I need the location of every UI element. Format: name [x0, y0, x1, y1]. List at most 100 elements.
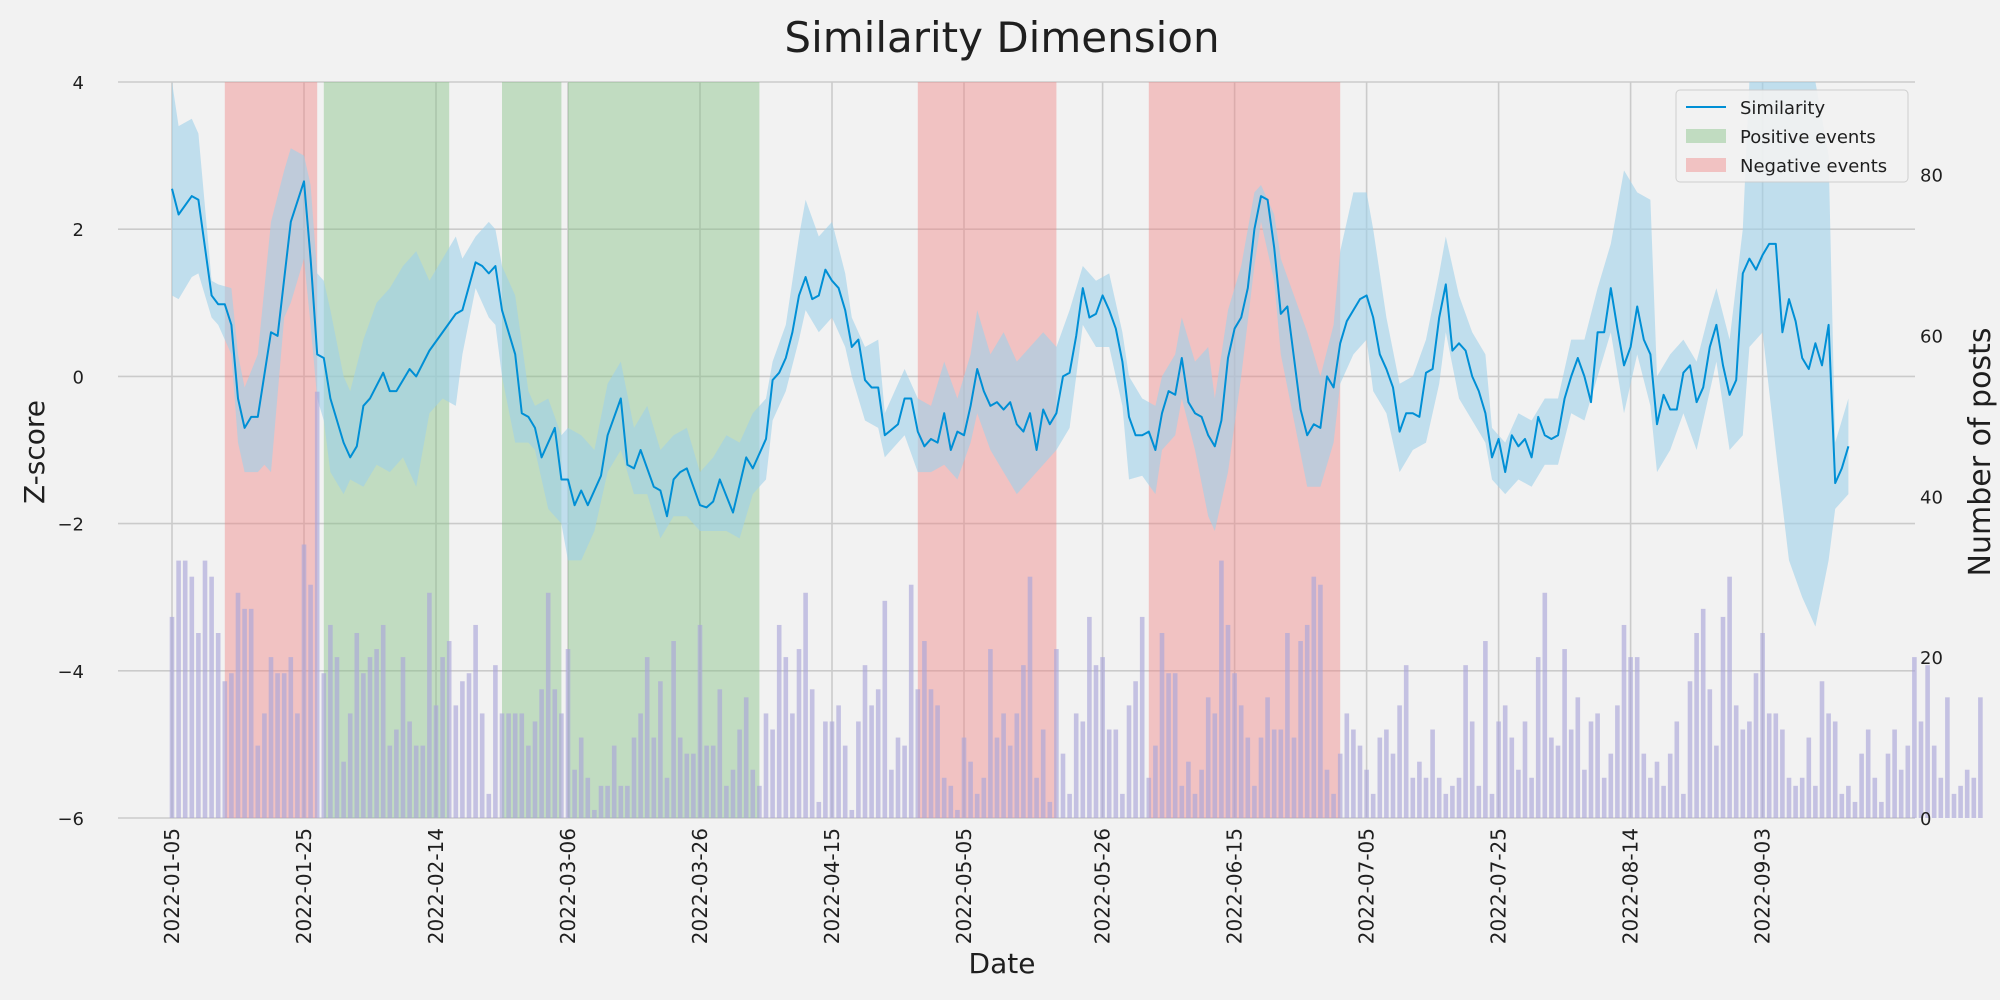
posts-bar	[955, 809, 960, 818]
posts-bar	[1186, 761, 1191, 818]
posts-bar	[413, 745, 419, 818]
posts-bar	[697, 624, 703, 818]
posts-bar	[1885, 753, 1891, 818]
posts-bar	[526, 745, 531, 818]
posts-bar	[1252, 785, 1257, 818]
posts-bar	[229, 673, 234, 818]
posts-bar	[691, 753, 696, 818]
posts-bar	[1265, 697, 1270, 818]
posts-bar	[1285, 632, 1290, 818]
x-tick-label: 2022-03-06	[556, 828, 580, 944]
posts-bar	[1027, 576, 1033, 818]
posts-bar	[1100, 657, 1105, 818]
posts-bar	[519, 713, 525, 818]
posts-bar	[717, 689, 723, 818]
posts-bar	[1780, 729, 1785, 818]
posts-bar	[1687, 681, 1693, 818]
x-tick-label: 2022-02-14	[424, 828, 448, 944]
posts-bar	[1417, 761, 1422, 818]
posts-bar	[1146, 777, 1152, 818]
posts-bar	[1846, 785, 1851, 818]
posts-bar	[578, 737, 584, 818]
posts-bar	[598, 785, 604, 818]
y-tick-label: −4	[57, 662, 84, 683]
legend-box	[1675, 89, 1909, 183]
posts-bar	[1463, 665, 1468, 818]
posts-bar	[1852, 801, 1858, 818]
posts-bar	[248, 608, 254, 818]
posts-bar	[1483, 641, 1488, 818]
posts-bar	[1344, 713, 1350, 818]
posts-bar	[1139, 616, 1145, 818]
posts-bar	[1073, 713, 1079, 818]
posts-bar	[1621, 624, 1627, 818]
posts-bar	[1931, 745, 1937, 818]
posts-bar	[592, 809, 597, 818]
posts-bar	[941, 777, 947, 818]
posts-bar	[1311, 576, 1317, 818]
x-tick-label: 2022-03-26	[688, 828, 712, 944]
posts-bar	[922, 641, 927, 818]
posts-bar	[1318, 584, 1323, 818]
posts-bar	[1859, 753, 1864, 818]
posts-bar	[981, 777, 987, 818]
posts-bar	[1456, 777, 1462, 818]
posts-bar	[1509, 737, 1515, 818]
posts-bar	[1945, 697, 1950, 818]
posts-bar	[512, 713, 518, 818]
posts-bar	[902, 745, 907, 818]
posts-bar	[1872, 777, 1878, 818]
y2-axis-label: Number of posts	[1963, 328, 1998, 577]
posts-bar	[1364, 769, 1369, 818]
posts-bar	[796, 649, 802, 818]
y2-tick-label: 60	[1920, 326, 1943, 347]
posts-bar	[849, 809, 855, 818]
y-tick-label: 2	[73, 220, 84, 241]
chart-title: Similarity Dimension	[784, 13, 1219, 62]
posts-bar	[776, 624, 782, 818]
posts-bar	[407, 721, 412, 818]
posts-bar	[361, 673, 366, 818]
posts-bar	[1001, 713, 1006, 818]
posts-bar	[479, 713, 485, 818]
y2-tick-label: 0	[1920, 809, 1931, 830]
posts-bar	[262, 713, 267, 818]
posts-bar	[1522, 721, 1528, 818]
posts-bar	[611, 745, 617, 818]
posts-bar	[176, 560, 181, 818]
posts-bar	[1951, 793, 1957, 818]
posts-bar	[763, 713, 769, 818]
posts-bar	[380, 624, 386, 818]
posts-bar	[1298, 641, 1303, 818]
posts-bar	[809, 689, 815, 818]
posts-bar	[1034, 777, 1039, 818]
posts-bar	[664, 777, 670, 818]
posts-bar	[565, 649, 571, 818]
posts-bar	[347, 713, 353, 818]
posts-bar	[1615, 705, 1620, 818]
posts-bar	[1575, 697, 1581, 818]
posts-bar	[1430, 729, 1435, 818]
posts-bar	[1126, 705, 1132, 818]
posts-bar	[1502, 705, 1508, 818]
posts-bar	[1304, 624, 1310, 818]
posts-bar	[750, 769, 756, 818]
posts-bar	[631, 737, 637, 818]
posts-bar	[374, 649, 379, 818]
posts-bar	[354, 632, 360, 818]
x-tick-label: 2022-07-25	[1487, 828, 1511, 944]
posts-bar	[625, 785, 630, 818]
posts-bar	[1608, 753, 1614, 818]
posts-bar	[889, 769, 894, 818]
y2-tick-label: 80	[1920, 166, 1943, 187]
similarity-line	[171, 180, 1850, 518]
posts-bar	[1172, 673, 1178, 818]
posts-bar	[677, 737, 683, 818]
posts-bar	[935, 705, 940, 818]
posts-bar	[328, 624, 333, 818]
posts-bar	[1199, 769, 1204, 818]
posts-bar	[1179, 785, 1185, 818]
legend-label: Negative events	[1740, 156, 1887, 177]
